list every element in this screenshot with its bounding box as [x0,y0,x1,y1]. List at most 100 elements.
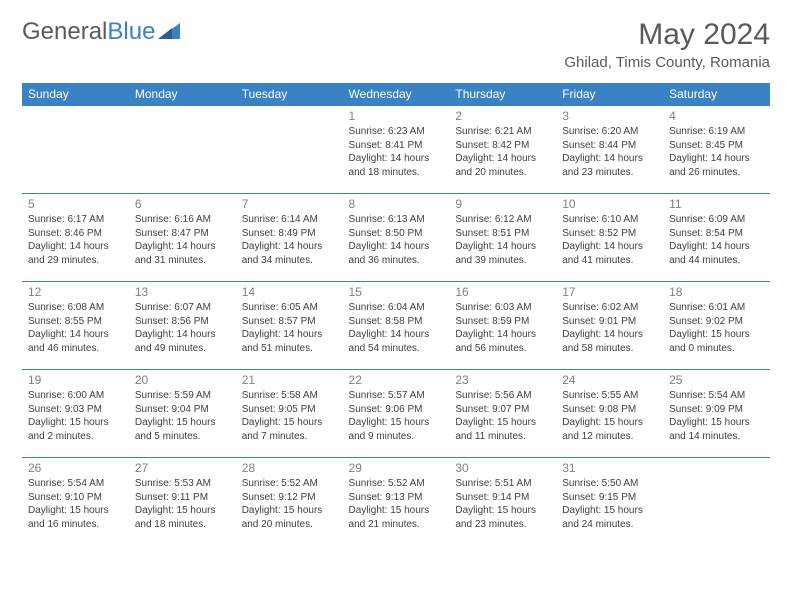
daylight-text-1: Daylight: 14 hours [669,240,764,254]
daylight-text-2: and 14 minutes. [669,430,764,444]
sunset-text: Sunset: 9:04 PM [135,403,230,417]
daylight-text-1: Daylight: 15 hours [562,416,657,430]
calendar-day-cell [236,106,343,194]
weekday-header: Tuesday [236,83,343,106]
sunset-text: Sunset: 9:10 PM [28,491,123,505]
day-sun-info: Sunrise: 6:05 AMSunset: 8:57 PMDaylight:… [242,301,337,355]
calendar-day-cell: 11Sunrise: 6:09 AMSunset: 8:54 PMDayligh… [663,194,770,282]
daylight-text-2: and 44 minutes. [669,254,764,268]
sunrise-text: Sunrise: 5:59 AM [135,389,230,403]
daylight-text-1: Daylight: 15 hours [669,328,764,342]
sunset-text: Sunset: 8:42 PM [455,139,550,153]
day-number: 30 [455,461,550,475]
sunrise-text: Sunrise: 6:03 AM [455,301,550,315]
calendar-body: 1Sunrise: 6:23 AMSunset: 8:41 PMDaylight… [22,106,770,546]
sunset-text: Sunset: 8:57 PM [242,315,337,329]
daylight-text-1: Daylight: 15 hours [28,416,123,430]
daylight-text-2: and 16 minutes. [28,518,123,532]
day-number: 25 [669,373,764,387]
day-sun-info: Sunrise: 5:51 AMSunset: 9:14 PMDaylight:… [455,477,550,531]
day-sun-info: Sunrise: 5:55 AMSunset: 9:08 PMDaylight:… [562,389,657,443]
sunrise-text: Sunrise: 6:04 AM [349,301,444,315]
daylight-text-1: Daylight: 15 hours [455,504,550,518]
calendar-day-cell [663,458,770,546]
sunset-text: Sunset: 8:52 PM [562,227,657,241]
day-sun-info: Sunrise: 6:07 AMSunset: 8:56 PMDaylight:… [135,301,230,355]
day-number: 20 [135,373,230,387]
day-sun-info: Sunrise: 6:14 AMSunset: 8:49 PMDaylight:… [242,213,337,267]
daylight-text-2: and 41 minutes. [562,254,657,268]
sunset-text: Sunset: 8:56 PM [135,315,230,329]
daylight-text-1: Daylight: 15 hours [135,504,230,518]
sunrise-text: Sunrise: 6:23 AM [349,125,444,139]
sunset-text: Sunset: 8:44 PM [562,139,657,153]
day-sun-info: Sunrise: 5:58 AMSunset: 9:05 PMDaylight:… [242,389,337,443]
day-sun-info: Sunrise: 6:03 AMSunset: 8:59 PMDaylight:… [455,301,550,355]
daylight-text-2: and 29 minutes. [28,254,123,268]
day-sun-info: Sunrise: 6:04 AMSunset: 8:58 PMDaylight:… [349,301,444,355]
calendar-day-cell: 6Sunrise: 6:16 AMSunset: 8:47 PMDaylight… [129,194,236,282]
sunrise-text: Sunrise: 5:57 AM [349,389,444,403]
sunrise-text: Sunrise: 5:52 AM [242,477,337,491]
daylight-text-2: and 34 minutes. [242,254,337,268]
daylight-text-2: and 12 minutes. [562,430,657,444]
sunset-text: Sunset: 9:09 PM [669,403,764,417]
day-sun-info: Sunrise: 5:50 AMSunset: 9:15 PMDaylight:… [562,477,657,531]
day-number: 18 [669,285,764,299]
day-number: 2 [455,109,550,123]
daylight-text-1: Daylight: 14 hours [242,240,337,254]
weekday-header: Friday [556,83,663,106]
sunset-text: Sunset: 8:50 PM [349,227,444,241]
daylight-text-2: and 39 minutes. [455,254,550,268]
daylight-text-1: Daylight: 14 hours [455,152,550,166]
day-number: 24 [562,373,657,387]
daylight-text-1: Daylight: 14 hours [562,152,657,166]
daylight-text-2: and 31 minutes. [135,254,230,268]
daylight-text-2: and 56 minutes. [455,342,550,356]
calendar-day-cell: 24 Sunrise: 5:55 AMSunset: 9:08 PMDayligh… [556,370,663,458]
calendar-day-cell: 15Sunrise: 6:04 AMSunset: 8:58 PMDayligh… [343,282,450,370]
sunset-text: Sunset: 9:06 PM [349,403,444,417]
day-number: 1 [349,109,444,123]
daylight-text-2: and 36 minutes. [349,254,444,268]
calendar-day-cell: 9Sunrise: 6:12 AMSunset: 8:51 PMDaylight… [449,194,556,282]
day-number: 29 [349,461,444,475]
daylight-text-2: and 20 minutes. [242,518,337,532]
daylight-text-1: Daylight: 14 hours [349,152,444,166]
day-sun-info: Sunrise: 6:13 AMSunset: 8:50 PMDaylight:… [349,213,444,267]
calendar-day-cell: 16Sunrise: 6:03 AMSunset: 8:59 PMDayligh… [449,282,556,370]
daylight-text-2: and 5 minutes. [135,430,230,444]
calendar-day-cell: 3Sunrise: 6:20 AMSunset: 8:44 PMDaylight… [556,106,663,194]
daylight-text-1: Daylight: 14 hours [242,328,337,342]
logo-triangle-icon [158,18,180,46]
sunrise-text: Sunrise: 6:16 AM [135,213,230,227]
sunrise-text: Sunrise: 6:10 AM [562,213,657,227]
calendar-day-cell: 14Sunrise: 6:05 AMSunset: 8:57 PMDayligh… [236,282,343,370]
calendar-day-cell: 21Sunrise: 5:58 AMSunset: 9:05 PMDayligh… [236,370,343,458]
day-sun-info: Sunrise: 5:57 AMSunset: 9:06 PMDaylight:… [349,389,444,443]
sunrise-text: Sunrise: 5:51 AM [455,477,550,491]
daylight-text-1: Daylight: 14 hours [28,328,123,342]
daylight-text-1: Daylight: 14 hours [669,152,764,166]
weekday-header: Wednesday [343,83,450,106]
daylight-text-1: Daylight: 15 hours [135,416,230,430]
sunset-text: Sunset: 8:46 PM [28,227,123,241]
daylight-text-2: and 9 minutes. [349,430,444,444]
weekday-header: Monday [129,83,236,106]
daylight-text-1: Daylight: 14 hours [135,240,230,254]
weekday-header: Thursday [449,83,556,106]
calendar-day-cell: 27Sunrise: 5:53 AMSunset: 9:11 PMDayligh… [129,458,236,546]
sunrise-text: Sunrise: 6:19 AM [669,125,764,139]
sunrise-text: Sunrise: 6:02 AM [562,301,657,315]
calendar-page: GeneralBlue May 2024 Ghilad, Timis Count… [0,0,792,556]
daylight-text-2: and 18 minutes. [135,518,230,532]
daylight-text-2: and 7 minutes. [242,430,337,444]
day-sun-info: Sunrise: 6:20 AMSunset: 8:44 PMDaylight:… [562,125,657,179]
sunrise-text: Sunrise: 6:00 AM [28,389,123,403]
weekday-header: Sunday [22,83,129,106]
brand-logo: GeneralBlue [22,18,180,46]
sunset-text: Sunset: 8:55 PM [28,315,123,329]
calendar-week-row: 1Sunrise: 6:23 AMSunset: 8:41 PMDaylight… [22,106,770,194]
sunrise-text: Sunrise: 6:21 AM [455,125,550,139]
sunrise-text: Sunrise: 6:13 AM [349,213,444,227]
